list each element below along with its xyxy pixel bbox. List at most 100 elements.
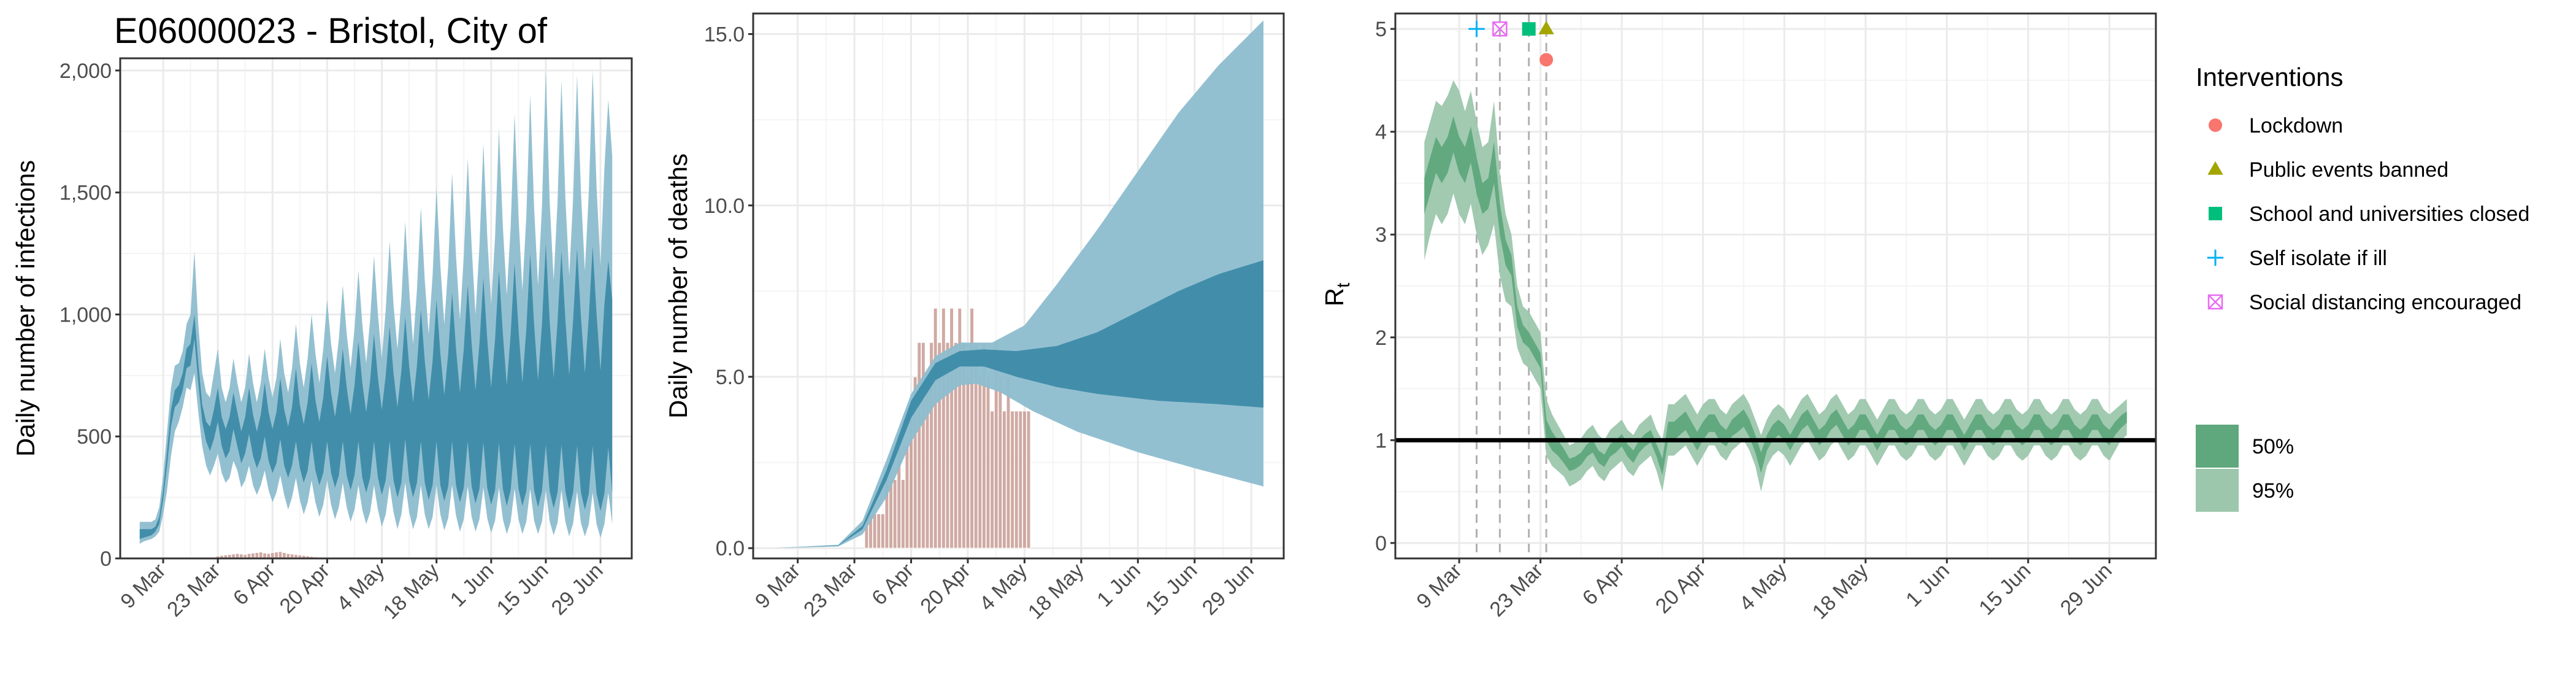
intervention-marker	[1468, 20, 1485, 37]
y-tick-label: 0	[100, 547, 112, 571]
intervention-marker	[1539, 53, 1554, 67]
x-tick-label: 15 Jun	[493, 559, 553, 620]
bar	[957, 307, 962, 549]
bar	[900, 479, 905, 549]
band-50	[139, 244, 613, 539]
x-tick-label: 20 Apr	[1651, 559, 1710, 618]
y-tick-label: 10.0	[704, 195, 745, 218]
bar	[1002, 411, 1006, 549]
x-tick-label: 4 May	[1735, 559, 1792, 615]
x-tick-label: 29 Jun	[547, 559, 608, 620]
y-tick-label: 2,000	[59, 60, 112, 83]
x-tick-label: 15 Jun	[1974, 559, 2035, 620]
y-tick-label: 1,500	[59, 182, 112, 205]
bar	[981, 342, 986, 549]
x-tick-label: 1 Jun	[446, 559, 499, 612]
bar	[945, 342, 950, 549]
legend-band-key	[2196, 469, 2239, 512]
bar	[973, 342, 978, 549]
y-axis-title: Rt	[1320, 282, 1354, 306]
x-tick-label: 15 Jun	[1141, 559, 1202, 620]
x-tick-label: 20 Apr	[275, 559, 334, 618]
legend-label: School and universities closed	[2249, 203, 2529, 226]
x-tick-label: 23 Mar	[799, 559, 862, 622]
y-tick-label: 1	[1375, 429, 1387, 452]
x-tick-label: 6 Apr	[867, 559, 918, 610]
bar	[929, 342, 934, 549]
bar	[986, 376, 991, 549]
bar	[949, 307, 954, 549]
bar	[892, 479, 897, 549]
bar	[978, 376, 983, 549]
legend-key	[2207, 249, 2224, 266]
x-tick-label: 6 Apr	[1578, 559, 1629, 610]
y-axis-title: Daily number of infections	[11, 160, 40, 457]
y-axis-title: Daily number of deaths	[664, 153, 692, 419]
x-tick-label: 18 May	[1024, 559, 1089, 624]
x-tick-label: 23 Mar	[163, 559, 225, 622]
bar	[876, 513, 881, 549]
bar	[1014, 411, 1019, 549]
bar	[1010, 411, 1015, 549]
y-tick-label: 4	[1375, 121, 1387, 144]
x-tick-label: 29 Jun	[2056, 559, 2117, 620]
y-tick-label: 500	[77, 425, 112, 449]
x-tick-label: 18 May	[1808, 559, 1873, 624]
panel-border	[119, 57, 633, 560]
y-tick-label: 2	[1375, 326, 1387, 350]
bar	[941, 307, 946, 549]
legend-label: Lockdown	[2249, 114, 2343, 137]
bar	[880, 513, 885, 549]
legend-label: Social distancing encouraged	[2249, 291, 2521, 314]
legend-key	[2209, 207, 2222, 220]
legend-key	[2209, 118, 2222, 132]
legend-band-label: 95%	[2252, 479, 2294, 503]
bar	[905, 445, 910, 549]
bar	[1022, 411, 1027, 549]
bar	[917, 342, 922, 549]
bar	[1026, 411, 1031, 549]
x-tick-label: 1 Jun	[1901, 559, 1954, 612]
legend-key	[2207, 161, 2223, 175]
legend-key	[2207, 294, 2223, 310]
bar	[990, 411, 995, 549]
y-tick-label: 5.0	[716, 366, 745, 389]
bar	[933, 307, 938, 549]
legend-band-label: 50%	[2252, 435, 2294, 458]
intervention-marker	[1492, 21, 1508, 37]
panel-border	[752, 12, 1285, 560]
band-50	[773, 260, 1263, 549]
x-tick-label: 20 Apr	[916, 559, 975, 618]
bar	[278, 551, 283, 559]
bar	[1006, 376, 1011, 549]
y-axis-title-subscript: t	[1333, 282, 1354, 288]
bar	[274, 552, 279, 559]
y-tick-label: 1,000	[59, 303, 112, 326]
bar	[1018, 411, 1023, 549]
bar	[921, 342, 926, 549]
legend: Interventions Lockdown Public events banne…	[2196, 63, 2529, 512]
band-95	[1424, 80, 2127, 492]
x-tick-label: 23 Mar	[1485, 559, 1548, 622]
legend-title: Interventions	[2196, 63, 2343, 91]
bar	[998, 376, 1003, 549]
bar	[258, 552, 263, 559]
x-tick-label: 9 Mar	[1412, 559, 1466, 613]
bar	[970, 307, 975, 549]
plot-title: E06000023 - Bristol, City of	[114, 11, 548, 51]
x-tick-label: 18 May	[379, 559, 444, 624]
x-tick-label: 9 Mar	[751, 559, 805, 613]
bar	[961, 342, 966, 549]
bar	[872, 513, 877, 549]
bar	[913, 376, 918, 549]
panel-rt: 0 1 2 3 4 5 9 Mar 23 Mar 6 Apr 20 Apr 4 May 18 May 1…	[1320, 12, 2157, 624]
x-tick-label: 1 Jun	[1092, 559, 1145, 612]
legend-label: Public events banned	[2249, 158, 2448, 182]
bar	[965, 376, 970, 549]
intervention-marker	[1522, 22, 1536, 36]
y-tick-label: 3	[1375, 223, 1387, 247]
